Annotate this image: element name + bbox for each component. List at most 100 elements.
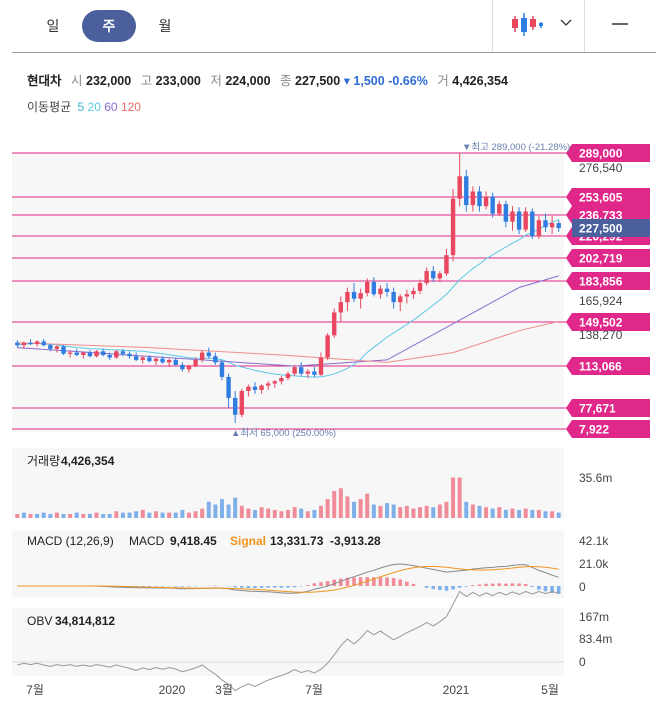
ma20-label: 20 bbox=[87, 100, 101, 114]
volume-bar bbox=[299, 508, 304, 518]
price-axis-tick: 165,924 bbox=[579, 294, 623, 308]
candle-body bbox=[299, 367, 304, 374]
macd-hist-bar bbox=[312, 583, 317, 586]
x-axis-tick: 2021 bbox=[443, 683, 470, 697]
volume-bar bbox=[437, 504, 442, 518]
candle-body bbox=[48, 345, 53, 349]
candle-body bbox=[41, 341, 46, 346]
candle-body bbox=[398, 296, 403, 303]
volume-bar bbox=[404, 505, 409, 518]
candle-body bbox=[516, 211, 522, 230]
macd-hist-bar bbox=[504, 583, 508, 586]
candle-body bbox=[186, 366, 192, 370]
candle-body bbox=[213, 356, 218, 363]
signal-label: Signal bbox=[230, 534, 266, 548]
candle-body bbox=[285, 373, 291, 378]
close-value: 227,500 bbox=[295, 74, 341, 88]
volume-bar bbox=[503, 509, 508, 518]
volume-bar bbox=[457, 477, 462, 518]
volume-bar bbox=[319, 505, 324, 518]
candle-body bbox=[437, 273, 443, 279]
price-level-label: 77,671 bbox=[579, 402, 616, 416]
volume-bar bbox=[418, 507, 423, 518]
price-level-label: 202,719 bbox=[579, 252, 623, 266]
volume-bar bbox=[180, 509, 185, 518]
chevron-down-icon[interactable] bbox=[559, 16, 573, 30]
candle-body bbox=[67, 352, 73, 354]
tab-week[interactable]: 주 bbox=[82, 10, 136, 42]
open-value: 232,000 bbox=[86, 74, 132, 88]
volume-bar bbox=[266, 508, 271, 518]
volume-bar bbox=[127, 512, 132, 518]
price-level-tag bbox=[572, 188, 650, 206]
macd-hist-bar bbox=[484, 583, 488, 586]
price-level-tag-arrow bbox=[566, 272, 572, 290]
macd-hist-bar bbox=[140, 586, 145, 587]
volume-bar bbox=[365, 493, 370, 518]
volume-bar bbox=[213, 504, 218, 518]
candle-body bbox=[391, 291, 396, 303]
macd-hist-bar bbox=[259, 586, 264, 588]
volume-bar bbox=[325, 499, 330, 518]
volume-bar bbox=[358, 499, 363, 518]
ma60-label: 60 bbox=[104, 100, 118, 114]
macd-hist-bar bbox=[147, 586, 152, 587]
macd-hist-bar bbox=[358, 577, 363, 586]
volume-bar bbox=[114, 511, 119, 518]
current-price-label: 227,500 bbox=[579, 222, 623, 236]
price-level-tag-arrow bbox=[566, 399, 572, 417]
volume-bar bbox=[543, 511, 548, 518]
candle-body bbox=[325, 335, 330, 358]
tab-day[interactable]: 일 bbox=[46, 18, 60, 34]
stock-name: 현대차 bbox=[27, 74, 62, 88]
volume-bar bbox=[226, 504, 231, 518]
volume-bar bbox=[477, 505, 482, 518]
volume-bar bbox=[431, 507, 436, 518]
macd-hist-bar bbox=[286, 586, 290, 588]
volume-bar bbox=[200, 508, 205, 518]
macd-hist-bar bbox=[272, 586, 277, 588]
volume-bar bbox=[530, 509, 535, 518]
candle-body bbox=[259, 385, 264, 390]
candle-body bbox=[100, 351, 106, 356]
ma-legend[interactable]: 이동평균 5 20 60 120 bbox=[27, 98, 141, 115]
volume-bar bbox=[186, 512, 191, 518]
menu-icon[interactable] bbox=[610, 21, 630, 27]
volume-bar bbox=[286, 509, 290, 518]
volume-bar bbox=[332, 491, 337, 518]
volume-bar bbox=[74, 512, 79, 518]
volume-bar bbox=[68, 513, 73, 518]
candle-body bbox=[153, 358, 159, 362]
volume-bar bbox=[510, 508, 515, 518]
macd-hist-bar bbox=[497, 583, 502, 586]
volume-axis-tick: 35.6m bbox=[579, 471, 612, 485]
candle-body bbox=[305, 371, 311, 374]
candle-body bbox=[107, 355, 112, 358]
macd-hist-bar bbox=[339, 578, 343, 586]
macd-hist-bar bbox=[490, 583, 495, 586]
panel-bg-3 bbox=[12, 608, 564, 676]
volume-bar bbox=[371, 504, 376, 518]
volume-bar bbox=[556, 512, 561, 518]
volume-bar bbox=[61, 513, 66, 518]
period-tabs: 일 주 월 bbox=[26, 10, 194, 42]
macd-hist-bar bbox=[378, 577, 383, 586]
macd-hist-bar bbox=[246, 586, 251, 588]
volume-bar bbox=[451, 477, 456, 518]
volume-bar bbox=[233, 497, 238, 518]
candle-body bbox=[510, 211, 515, 222]
candle-body bbox=[457, 176, 462, 199]
candle-body bbox=[318, 357, 324, 375]
candle-body bbox=[338, 302, 344, 313]
volume-bar bbox=[444, 501, 449, 518]
candlestick-icon bbox=[512, 13, 543, 36]
macd-hist-bar bbox=[279, 586, 284, 588]
chart-type-selector[interactable] bbox=[492, 0, 656, 52]
volume-bar bbox=[490, 508, 495, 518]
macd-hist-bar bbox=[464, 586, 469, 587]
obv-line bbox=[17, 590, 559, 692]
tab-month[interactable]: 월 bbox=[158, 18, 172, 34]
volume-bar bbox=[517, 509, 522, 518]
candle-body bbox=[232, 397, 238, 415]
